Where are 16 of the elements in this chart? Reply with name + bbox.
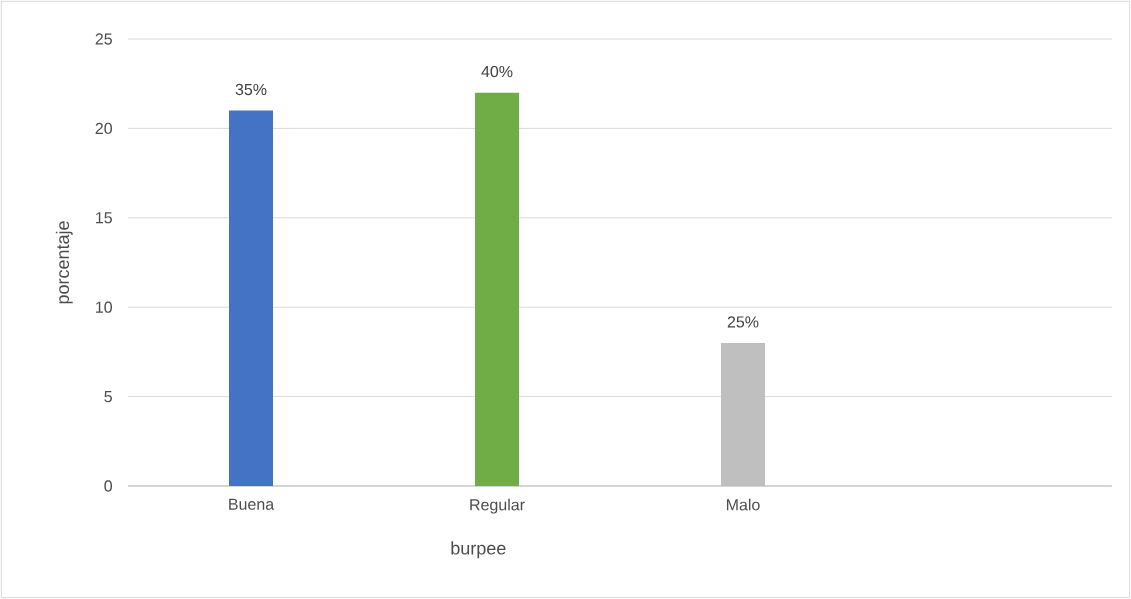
- y-tick-label: 10: [96, 301, 113, 313]
- x-axis-title: burpee: [451, 541, 506, 559]
- y-tick-label: 25: [95, 33, 112, 45]
- annotation: 25%: [727, 316, 759, 328]
- y-tick-label: 20: [95, 122, 113, 135]
- annotation: 40%: [481, 65, 513, 78]
- y-tick-label: 5: [104, 391, 112, 403]
- y-axis-title: porcentaje: [55, 221, 73, 304]
- annotation: 35%: [235, 83, 267, 96]
- bar: [475, 92, 519, 486]
- x-tick-label: Buena: [229, 498, 275, 510]
- y-tick-label: 15: [96, 212, 112, 224]
- bar: [229, 110, 274, 486]
- y-tick-label: 0: [104, 480, 113, 492]
- x-tick-label: Regular: [470, 498, 525, 514]
- x-tick-label: Malo: [726, 498, 760, 511]
